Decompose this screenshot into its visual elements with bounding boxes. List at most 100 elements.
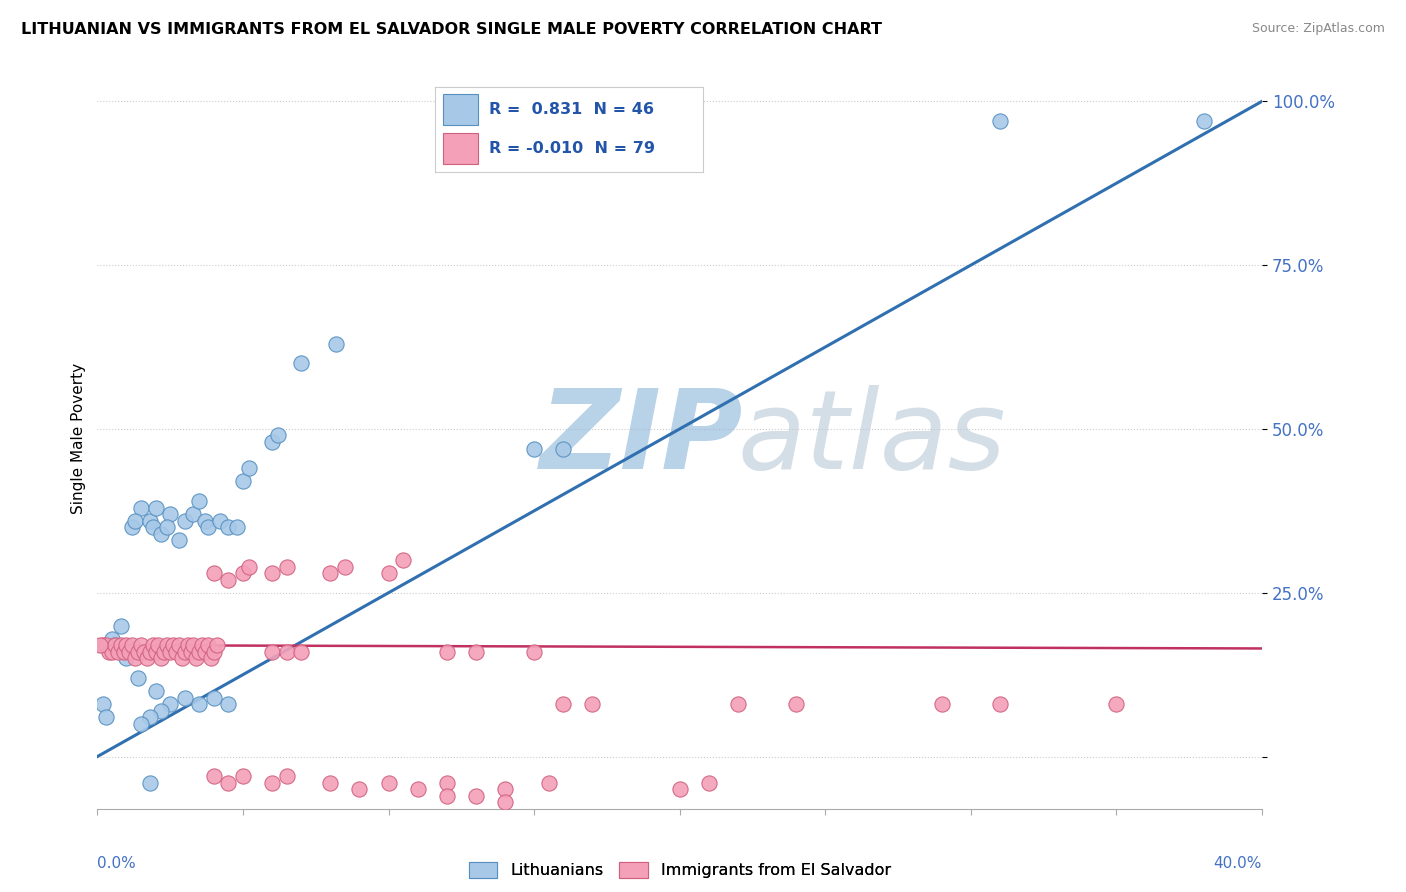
Point	[202, 690, 225, 705]
Point	[640, 114, 662, 128]
Point	[202, 769, 225, 783]
Point	[127, 645, 149, 659]
Point	[91, 697, 114, 711]
Point	[129, 500, 152, 515]
Point	[112, 645, 135, 659]
Point	[94, 638, 117, 652]
Point	[238, 461, 260, 475]
Point	[349, 782, 371, 797]
Point	[494, 796, 516, 810]
Point	[1105, 697, 1128, 711]
Point	[232, 769, 254, 783]
Point	[129, 716, 152, 731]
Point	[260, 435, 283, 450]
FancyBboxPatch shape	[443, 94, 478, 125]
Point	[188, 645, 211, 659]
Point	[101, 632, 124, 646]
Point	[176, 638, 198, 652]
Point	[188, 494, 211, 508]
Point	[156, 638, 179, 652]
Point	[276, 769, 298, 783]
Point	[104, 638, 127, 652]
Text: R = -0.010  N = 79: R = -0.010 N = 79	[489, 141, 655, 156]
Point	[267, 428, 290, 442]
Point	[290, 645, 312, 659]
Point	[139, 776, 162, 790]
Point	[217, 697, 239, 711]
Point	[91, 638, 114, 652]
Point	[101, 645, 124, 659]
Point	[553, 442, 575, 456]
Point	[1192, 114, 1215, 128]
Point	[150, 526, 173, 541]
Point	[194, 514, 217, 528]
Point	[89, 638, 111, 652]
Point	[165, 645, 187, 659]
Y-axis label: Single Male Poverty: Single Male Poverty	[72, 363, 86, 515]
Point	[142, 638, 165, 652]
Point	[142, 520, 165, 534]
Point	[150, 651, 173, 665]
Point	[217, 573, 239, 587]
Point	[173, 690, 195, 705]
Point	[170, 651, 193, 665]
Legend: Lithuanians, Immigrants from El Salvador: Lithuanians, Immigrants from El Salvador	[461, 854, 898, 886]
Point	[727, 697, 749, 711]
Point	[208, 514, 231, 528]
Point	[191, 638, 214, 652]
Point	[406, 782, 429, 797]
Point	[217, 776, 239, 790]
Point	[110, 638, 132, 652]
Text: 0.0%: 0.0%	[97, 856, 136, 871]
Point	[464, 645, 486, 659]
Point	[377, 776, 399, 790]
Point	[260, 566, 283, 580]
Point	[145, 500, 167, 515]
Point	[127, 671, 149, 685]
Text: Source: ZipAtlas.com: Source: ZipAtlas.com	[1251, 22, 1385, 36]
Point	[232, 566, 254, 580]
Point	[319, 566, 342, 580]
Point	[436, 776, 458, 790]
Point	[333, 559, 356, 574]
Point	[159, 697, 181, 711]
Point	[107, 645, 129, 659]
Point	[159, 507, 181, 521]
Point	[183, 507, 205, 521]
Point	[94, 710, 117, 724]
Point	[260, 645, 283, 659]
Point	[98, 645, 121, 659]
Point	[523, 645, 546, 659]
Point	[110, 618, 132, 632]
Point	[202, 566, 225, 580]
Point	[377, 566, 399, 580]
Point	[129, 638, 152, 652]
Point	[581, 697, 603, 711]
Point	[194, 645, 217, 659]
Text: R =  0.831  N = 46: R = 0.831 N = 46	[489, 102, 654, 117]
Point	[186, 651, 208, 665]
Point	[200, 651, 222, 665]
Point	[392, 553, 415, 567]
Point	[145, 684, 167, 698]
Point	[436, 789, 458, 803]
Point	[226, 520, 249, 534]
Point	[124, 514, 146, 528]
Point	[537, 776, 560, 790]
Point	[436, 645, 458, 659]
Point	[232, 475, 254, 489]
Point	[988, 697, 1011, 711]
Point	[139, 514, 162, 528]
Point	[156, 520, 179, 534]
Point	[167, 533, 190, 548]
Text: 40.0%: 40.0%	[1213, 856, 1263, 871]
Point	[290, 356, 312, 370]
Point	[523, 442, 546, 456]
Point	[162, 638, 184, 652]
Point	[276, 645, 298, 659]
Text: atlas: atlas	[738, 385, 1007, 492]
Point	[153, 645, 176, 659]
Point	[115, 651, 138, 665]
Point	[183, 638, 205, 652]
Point	[325, 336, 347, 351]
